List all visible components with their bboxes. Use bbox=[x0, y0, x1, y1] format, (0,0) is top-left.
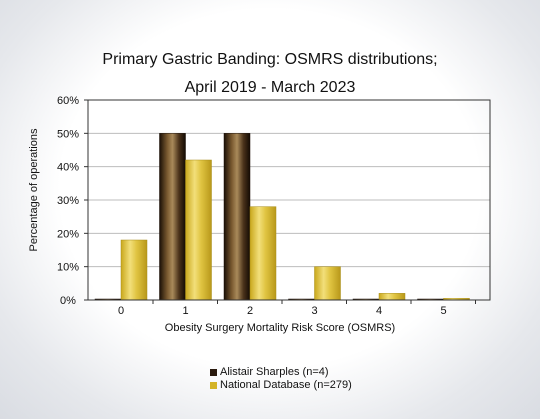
legend-swatch-series1 bbox=[210, 369, 217, 376]
legend-item-series2: National Database (n=279) bbox=[210, 379, 352, 392]
y-tick-label: 20% bbox=[57, 228, 79, 240]
x-tick-label: 2 bbox=[247, 305, 253, 317]
y-tick-label: 30% bbox=[57, 195, 79, 207]
y-tick-label: 50% bbox=[57, 128, 79, 140]
bar-series2-cat-0 bbox=[120, 239, 148, 301]
bar-series1-cat-1 bbox=[159, 133, 186, 301]
bars bbox=[94, 133, 470, 301]
bar-series2-cat-1 bbox=[185, 159, 212, 301]
legend-item-series1: Alistair Sharples (n=4) bbox=[210, 366, 352, 379]
x-tick-label: 5 bbox=[440, 305, 446, 317]
bar-series2-cat-4 bbox=[378, 293, 406, 301]
y-tick-label: 10% bbox=[57, 262, 79, 274]
x-tick-label: 3 bbox=[311, 305, 317, 317]
x-tick-label: 1 bbox=[182, 305, 188, 317]
tick-labels: 0% 10% 20% 30% 40% 50% 60% 0 1 2 3 4 5 bbox=[57, 95, 447, 317]
x-tick-label: 4 bbox=[376, 305, 382, 317]
legend-label-series1: Alistair Sharples (n=4) bbox=[220, 366, 329, 378]
legend-label-series2: National Database (n=279) bbox=[220, 379, 352, 391]
plot-frame bbox=[87, 99, 491, 301]
y-axis-title: Percentage of operations bbox=[28, 128, 40, 251]
chart-subtitle: April 2019 - March 2023 bbox=[184, 79, 356, 96]
x-axis-title: Obesity Surgery Mortality Risk Score (OS… bbox=[165, 322, 395, 334]
y-tick-label: 40% bbox=[57, 162, 79, 174]
legend: Alistair Sharples (n=4) National Databas… bbox=[210, 366, 352, 392]
legend-swatch-series2 bbox=[210, 382, 217, 389]
axes bbox=[84, 99, 491, 304]
x-tick-label: 0 bbox=[118, 305, 124, 317]
y-tick-label: 0% bbox=[60, 295, 76, 307]
y-tick-label: 60% bbox=[57, 95, 79, 107]
chart-title: Primary Gastric Banding: OSMRS distribut… bbox=[102, 51, 438, 68]
bar-series2-cat-3 bbox=[314, 266, 341, 301]
bar-series2-cat-2 bbox=[249, 206, 277, 301]
bar-series1-cat-2 bbox=[223, 133, 251, 301]
gridlines bbox=[88, 132, 490, 268]
